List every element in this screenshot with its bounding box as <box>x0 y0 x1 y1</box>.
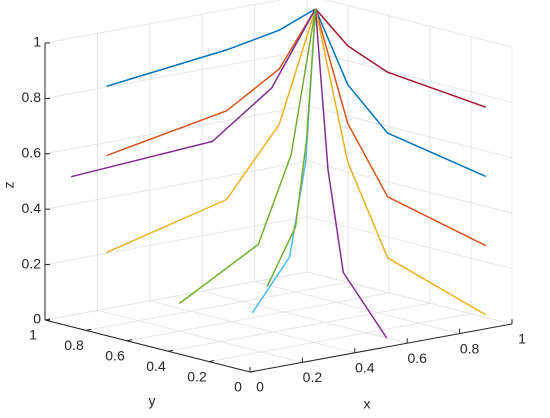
trajectory <box>106 8 316 88</box>
z-tick-label: 0 <box>33 311 41 327</box>
x-tick-label: 0.4 <box>355 360 375 376</box>
trajectory <box>106 8 317 254</box>
x-tick-label: 0 <box>256 379 264 395</box>
grid-line <box>202 290 408 344</box>
axis-line <box>249 323 513 373</box>
tick-mark <box>44 318 51 321</box>
z-tick-label: 0.2 <box>22 255 42 271</box>
grid-line <box>44 216 308 266</box>
grid-line <box>306 105 513 159</box>
grid-line <box>97 309 303 363</box>
grid-line <box>306 216 513 270</box>
y-tick-label: 0 <box>234 379 242 395</box>
grid-line <box>85 281 349 331</box>
z-tick-label: 0.4 <box>22 200 42 216</box>
grid-line <box>324 0 513 48</box>
tick-mark <box>167 349 174 352</box>
z-tick-label: 0.6 <box>22 145 42 161</box>
z-tick-label: 0.8 <box>22 89 42 105</box>
trajectory <box>178 8 317 305</box>
grid-line <box>167 302 431 352</box>
grid-line <box>126 292 390 342</box>
trajectory <box>314 8 388 339</box>
tick-mark <box>126 339 133 342</box>
axis-line <box>44 319 251 373</box>
z-tick-label: 1 <box>33 34 41 50</box>
grid-line <box>44 0 283 44</box>
tick-mark <box>249 370 256 373</box>
y-tick-label: 1 <box>29 327 37 343</box>
x-tick-label: 0.8 <box>460 340 480 356</box>
trajectory <box>314 8 487 316</box>
grid-line <box>306 160 513 214</box>
y-tick-label: 0.8 <box>64 337 84 353</box>
y-tick-label: 0.4 <box>146 358 166 374</box>
trajectory <box>314 8 487 247</box>
grid-line <box>306 49 513 103</box>
grid-line <box>44 271 308 321</box>
y-tick-label: 0.2 <box>187 368 207 384</box>
y-axis-label: y <box>149 393 156 409</box>
trajectory <box>71 8 317 178</box>
grid-line <box>306 271 513 325</box>
x-tick-label: 0.6 <box>407 350 427 366</box>
trajectory <box>106 8 317 157</box>
trajectory <box>314 8 487 108</box>
tick-mark <box>208 360 215 363</box>
trajectory <box>314 8 487 178</box>
y-tick-label: 0.6 <box>105 348 125 364</box>
z-axis-label: z <box>1 182 17 189</box>
grid-line <box>149 300 355 354</box>
tick-mark <box>85 328 92 331</box>
grid-line <box>254 281 460 335</box>
trajectory <box>266 8 317 287</box>
grid-line <box>44 49 308 99</box>
x-tick-label: 0.2 <box>303 369 323 385</box>
x-axis-label: x <box>364 396 371 412</box>
grid-line <box>208 313 472 363</box>
grid-line <box>44 160 308 210</box>
x-tick-label: 1 <box>518 331 526 347</box>
